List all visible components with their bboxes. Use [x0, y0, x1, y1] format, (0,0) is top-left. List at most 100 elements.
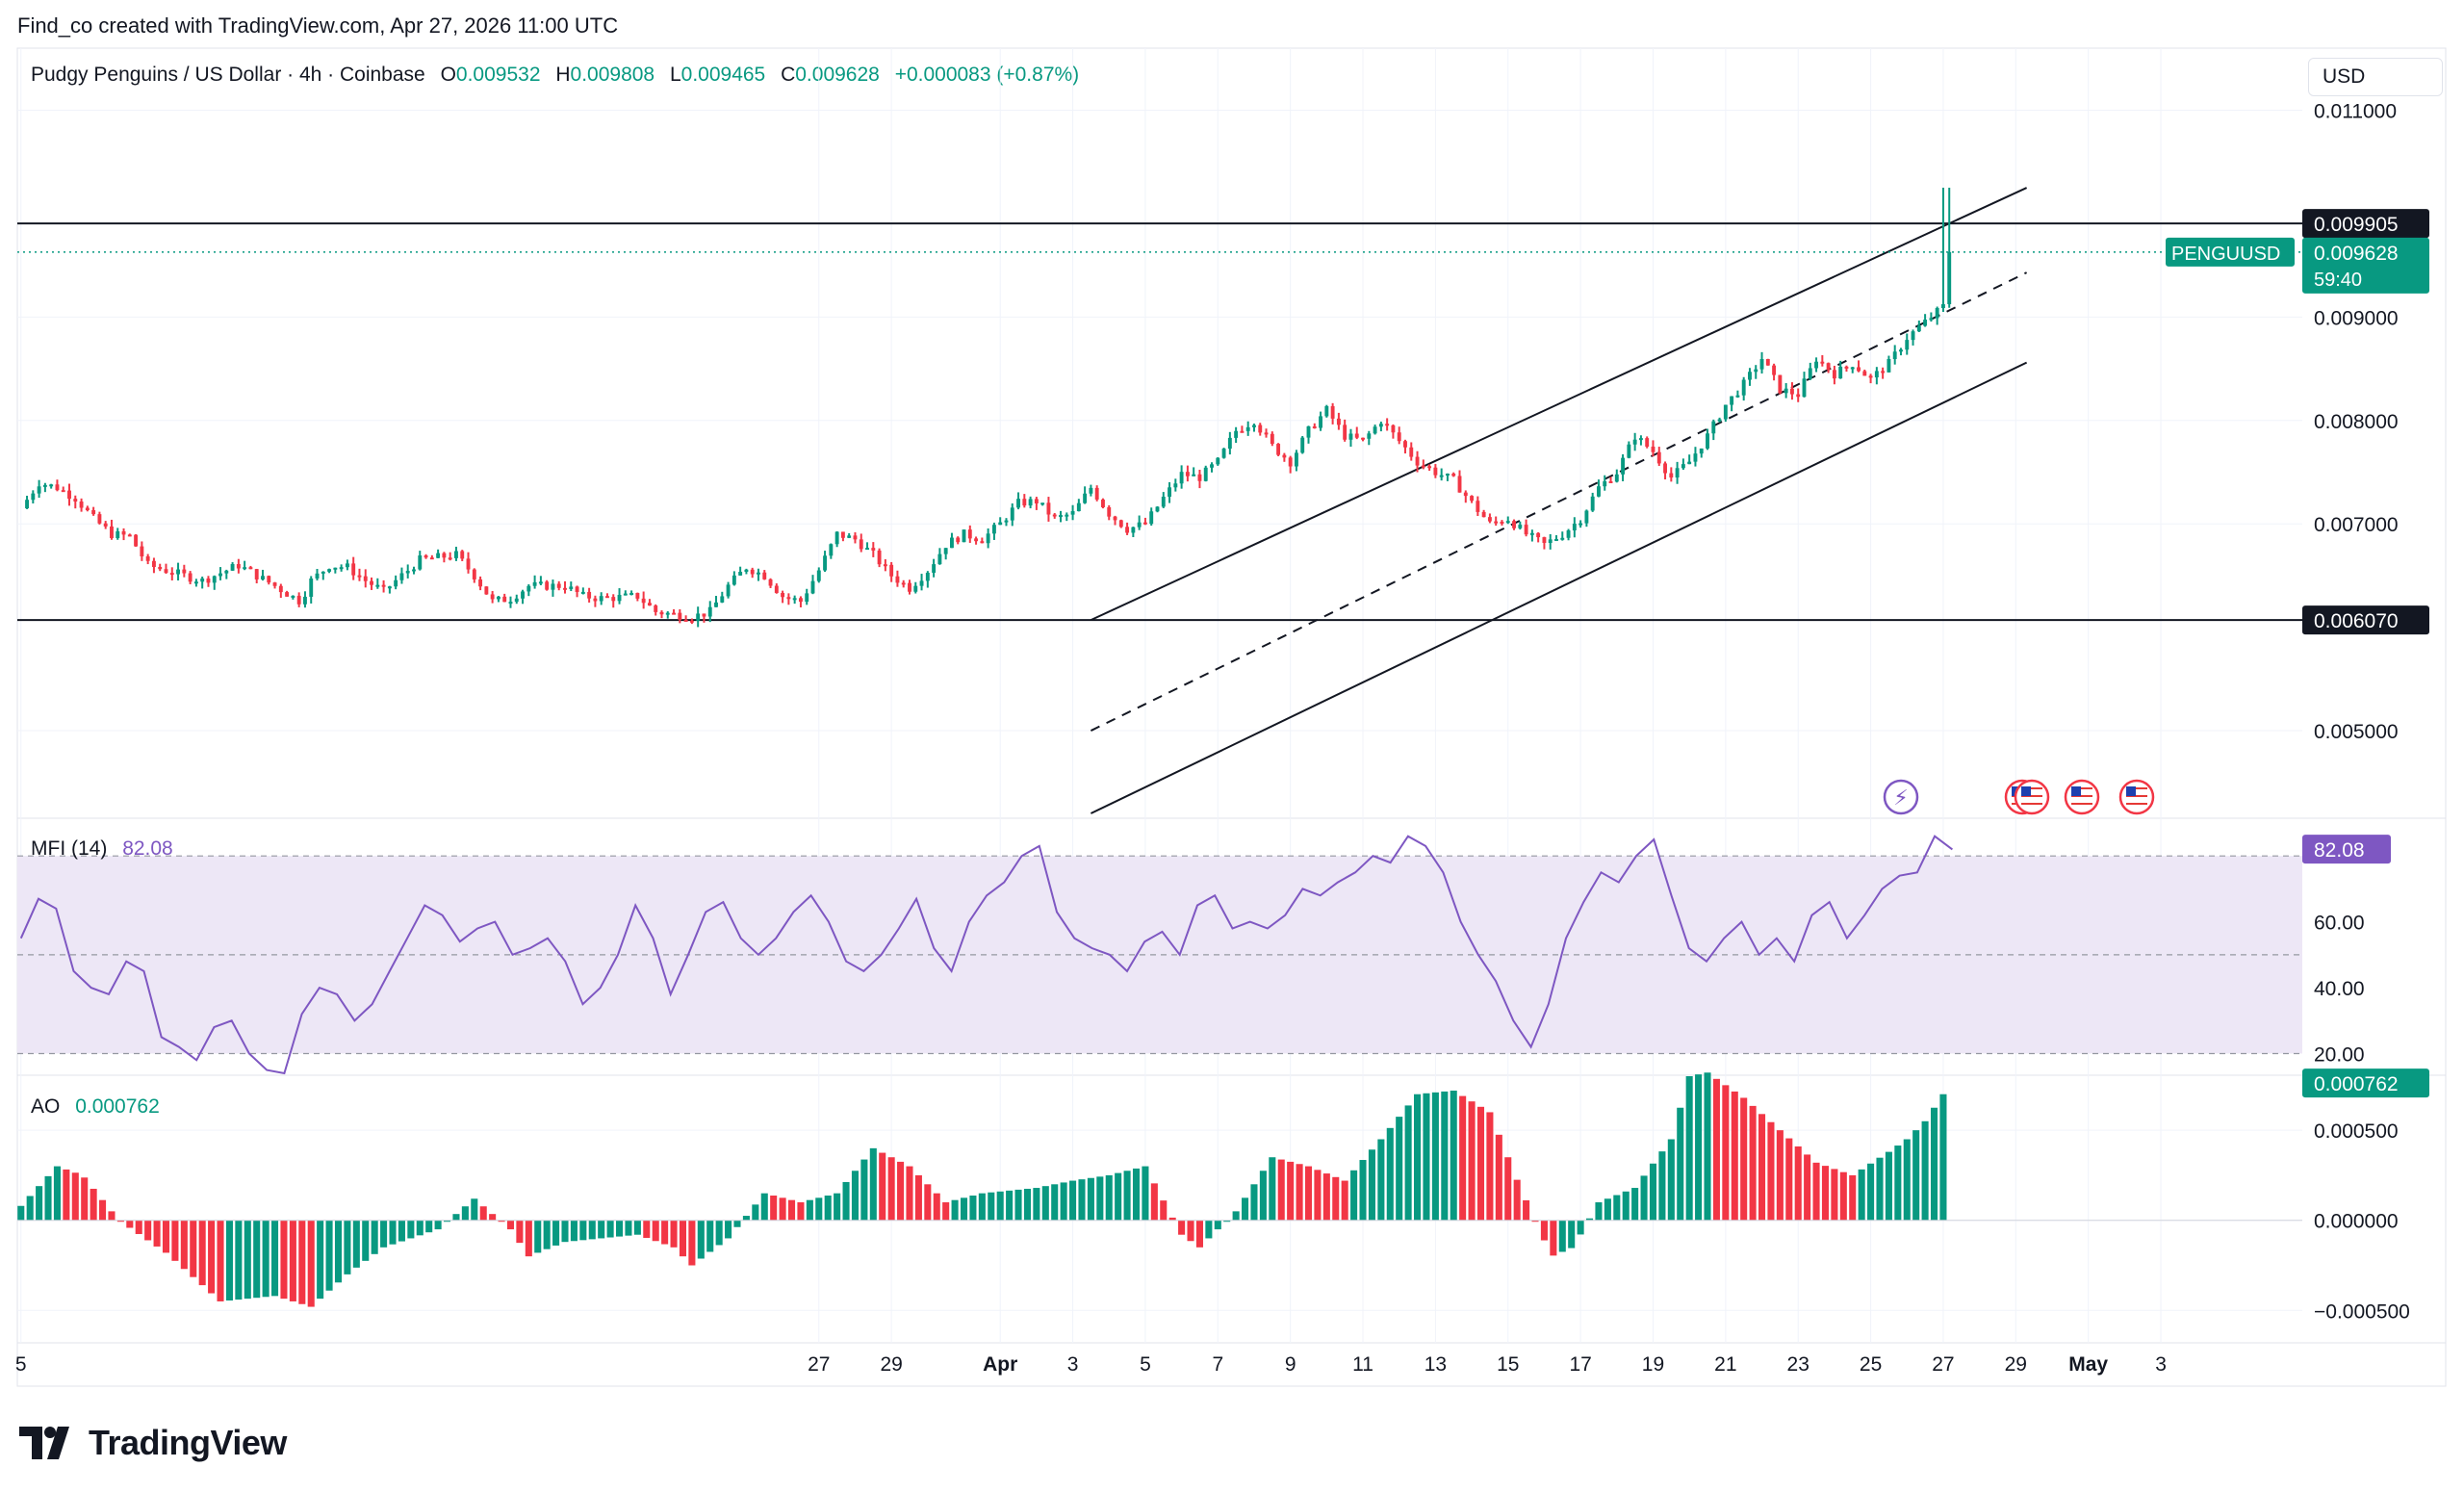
ao-bar [380, 1220, 388, 1248]
ao-bar [1332, 1176, 1340, 1221]
candle-up [1059, 515, 1063, 518]
ao-bar [489, 1214, 497, 1221]
ao-bar [1014, 1189, 1022, 1221]
ao-bar [1296, 1164, 1303, 1221]
candle-down [702, 613, 706, 617]
ao-bar [1087, 1177, 1094, 1221]
level-label: 0.009905 [2314, 214, 2399, 236]
flag-stripe [2021, 791, 2042, 793]
ao-bar [715, 1220, 723, 1246]
ao-bar [1006, 1190, 1014, 1221]
candle-up [37, 486, 41, 494]
candle-down [67, 490, 71, 500]
ao-bar [1142, 1166, 1149, 1221]
candle-down [363, 576, 368, 581]
ao-bar [806, 1199, 813, 1221]
candle-down [158, 566, 163, 570]
candle-down [502, 596, 507, 603]
flag-stripe [2021, 787, 2042, 789]
ao-bar [824, 1195, 832, 1221]
channel-lower-line [1090, 361, 2028, 814]
candle-down [1451, 474, 1456, 476]
candle-down [1881, 371, 1886, 373]
candle-down [466, 558, 471, 570]
ao-bar [1667, 1139, 1675, 1221]
candle-up [1814, 361, 1819, 369]
ao-bar [1150, 1183, 1158, 1221]
ao-bar [1269, 1157, 1276, 1221]
open-label: O [440, 64, 456, 86]
flag-canton [2021, 786, 2031, 796]
candle-down [1385, 424, 1390, 426]
mfi-axis-label: 60.00 [2314, 913, 2365, 935]
ao-bar [1939, 1094, 1947, 1221]
candle-up [726, 584, 731, 597]
symbol-title[interactable]: Pudgy Penguins / US Dollar · 4h · Coinba… [31, 64, 425, 86]
candle-up [823, 555, 828, 571]
candle-down [1512, 521, 1516, 528]
ao-bar [525, 1220, 532, 1257]
candle-up [962, 529, 966, 543]
candle-up [551, 583, 555, 590]
us-flag-event-icon [2118, 779, 2155, 815]
candle-down [659, 611, 664, 615]
candle-down [871, 548, 876, 551]
candle-up [230, 564, 235, 571]
flag-stripe [2071, 787, 2092, 789]
candle-down [1118, 520, 1123, 528]
ao-axis-label: 0.000500 [2314, 1120, 2399, 1143]
ao-bar [1486, 1112, 1494, 1221]
x-tick-label: 15 [1497, 1353, 1519, 1376]
currency-button[interactable]: USD [2308, 58, 2443, 96]
candle-up [1632, 439, 1637, 445]
candle-up [1627, 444, 1631, 458]
candle-up [1529, 532, 1534, 535]
candle-up [1348, 433, 1353, 440]
ao-bar [1132, 1168, 1141, 1221]
candle-up [1911, 331, 1915, 341]
ao-bar [36, 1186, 43, 1221]
candle-up [1584, 510, 1589, 524]
tradingview-logo-icon [19, 1427, 69, 1459]
candle-down [980, 541, 985, 544]
x-tick-label: 23 [1787, 1353, 1810, 1376]
candle-up [805, 593, 809, 603]
ao-bar [725, 1220, 732, 1239]
ao-bar [1123, 1171, 1131, 1221]
ao-bar [280, 1220, 288, 1300]
close-value: 0.009628 [795, 64, 880, 86]
candle-down [140, 546, 144, 556]
candle-down [1778, 374, 1783, 394]
candle-up [496, 596, 500, 600]
candle-down [164, 569, 168, 574]
candle-down [1270, 433, 1274, 445]
price-axis-label: 0.005000 [2314, 721, 2399, 743]
candle-up [333, 567, 338, 570]
level-label: 0.006070 [2314, 610, 2399, 632]
ao-bar [1459, 1095, 1467, 1221]
candle-down [895, 576, 900, 583]
candle-up [925, 572, 930, 581]
ao-bar [1322, 1173, 1330, 1221]
ao-bar [1695, 1074, 1703, 1221]
x-tick-label: 29 [2005, 1353, 2027, 1376]
candle-up [412, 569, 416, 572]
ao-bar [1259, 1171, 1267, 1221]
ao-bar [1377, 1139, 1385, 1221]
ao-bar [951, 1199, 959, 1221]
candle-up [1681, 464, 1685, 469]
candle-down [641, 598, 646, 604]
candle-up [1065, 514, 1069, 517]
ao-bar [144, 1220, 152, 1241]
candle-down [1844, 366, 1849, 369]
flag-stripe [2126, 799, 2147, 801]
ao-bar [307, 1220, 315, 1307]
candle-up [617, 595, 622, 602]
candle-down [1494, 521, 1499, 524]
ao-bar [860, 1159, 868, 1221]
candle-up [1216, 457, 1220, 465]
candle-up [526, 585, 531, 592]
ao-axis-label: −0.000500 [2314, 1300, 2410, 1323]
candle-down [1125, 527, 1130, 533]
